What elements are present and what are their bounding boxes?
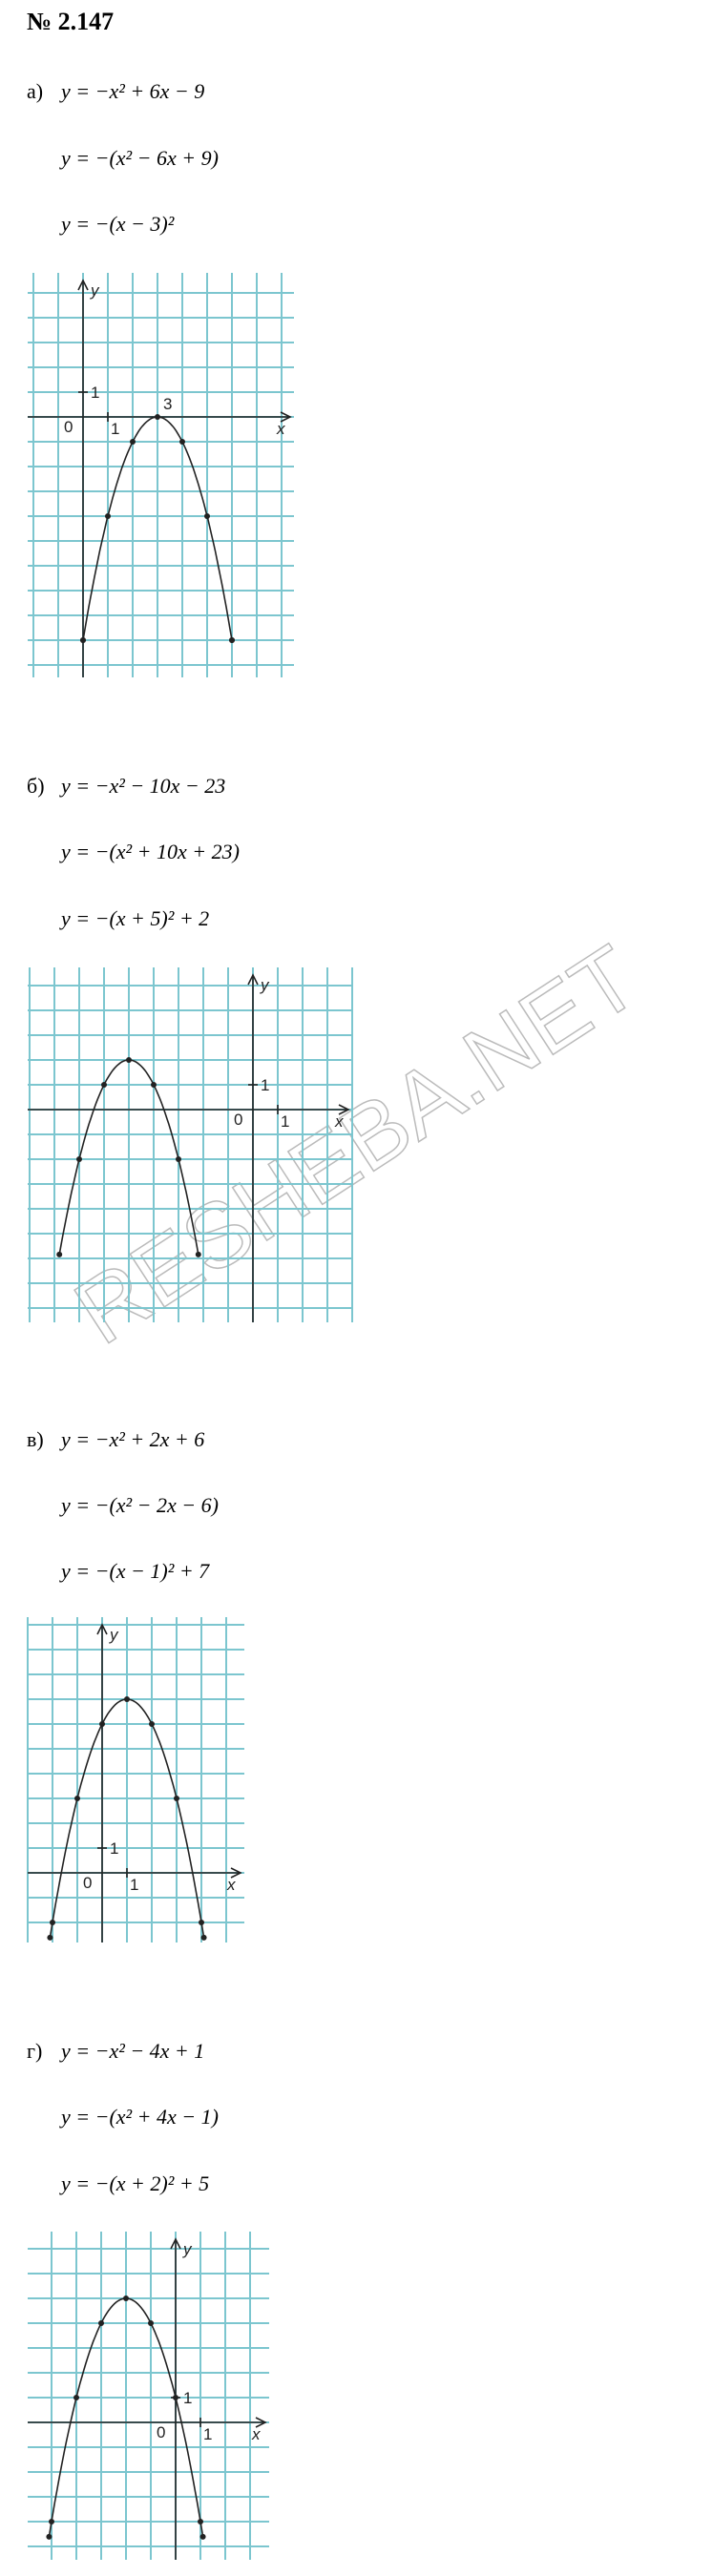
equation: y = −(x² + 10x + 23) [61, 840, 240, 863]
x-arrow [230, 1867, 242, 1879]
curve-point [204, 513, 210, 519]
unit-label: 1 [111, 420, 119, 438]
equation: y = −(x + 2)² + 5 [61, 2171, 210, 2195]
curve-point [124, 1696, 130, 1702]
curve-point [198, 2519, 203, 2524]
curve-point [199, 2533, 206, 2540]
unit-label: 1 [110, 1839, 118, 1858]
curve-point [101, 1082, 107, 1088]
origin-label: 0 [64, 418, 73, 436]
curve-point [176, 1156, 181, 1162]
task-number: № 2.147 [27, 8, 115, 35]
equation: y = −(x − 3)² [61, 212, 175, 236]
curve-point [199, 1920, 204, 1925]
curve-point [76, 1156, 82, 1162]
curve-point [46, 2533, 52, 2540]
origin-label: 0 [157, 2423, 165, 2441]
unit-label: 1 [183, 2389, 192, 2407]
equation: y = −(x − 1)² + 7 [61, 1559, 210, 1583]
curve-point [56, 1251, 63, 1257]
part-label: б) [27, 774, 45, 798]
curve-point [130, 439, 136, 445]
origin-label: 0 [83, 1874, 92, 1892]
part-label: а) [27, 79, 44, 103]
equation: y = −x² + 2x + 6 [61, 1427, 205, 1451]
curve-point [229, 637, 235, 643]
curve-point [149, 1721, 155, 1727]
curve-point [126, 1057, 132, 1063]
curve-point [151, 1082, 157, 1088]
y-arrow [77, 279, 89, 291]
curve-point [80, 637, 86, 643]
equation: y = −(x² − 2x − 6) [61, 1493, 219, 1517]
unit-label: 1 [203, 2425, 212, 2443]
equation: y = −(x² + 4x − 1) [61, 2105, 219, 2129]
curve-point [123, 2296, 129, 2301]
curve-point [195, 1251, 201, 1257]
curve-point [50, 1920, 55, 1925]
axis-label: y [109, 1626, 119, 1644]
unit-label: 1 [91, 384, 99, 402]
curve-point [73, 2395, 79, 2400]
x-arrow [280, 411, 292, 423]
unit-label: 1 [130, 1876, 138, 1894]
curve-point [173, 2395, 178, 2400]
equation: y = −(x + 5)² + 2 [61, 906, 210, 930]
vertex-label: 3 [163, 395, 172, 413]
axis-label: y [260, 976, 270, 994]
unit-label: 1 [261, 1076, 269, 1094]
equation: y = −x² + 6x − 9 [61, 79, 205, 103]
axis-label: x [276, 420, 285, 438]
curve-point [98, 2320, 104, 2326]
curve-point [174, 1796, 179, 1801]
unit-label: 1 [281, 1112, 289, 1131]
equation: y = −x² − 4x + 1 [61, 2039, 205, 2063]
part-label: в) [27, 1427, 44, 1451]
curve-point [99, 1721, 105, 1727]
curve-point [179, 439, 185, 445]
equation: y = −x² − 10x − 23 [61, 774, 226, 798]
y-arrow [247, 973, 259, 986]
axis-label: y [90, 281, 100, 300]
equation: y = −(x² − 6x + 9) [61, 146, 219, 170]
x-arrow [338, 1104, 350, 1115]
part-label: г) [27, 2039, 43, 2063]
curve-point [105, 513, 111, 519]
curve-point [200, 1934, 207, 1941]
axis-label: x [334, 1112, 344, 1131]
y-arrow [170, 2237, 181, 2250]
axis-label: x [226, 1876, 236, 1894]
axis-label: x [251, 2425, 261, 2443]
curve-point [74, 1796, 80, 1801]
y-arrow [96, 1623, 108, 1635]
x-arrow [255, 2417, 267, 2428]
axis-label: y [182, 2240, 193, 2258]
curve-point [148, 2320, 154, 2326]
origin-label: 0 [234, 1111, 242, 1129]
curve-point [49, 2519, 54, 2524]
curve-point [155, 414, 160, 420]
curve-point [47, 1934, 53, 1941]
